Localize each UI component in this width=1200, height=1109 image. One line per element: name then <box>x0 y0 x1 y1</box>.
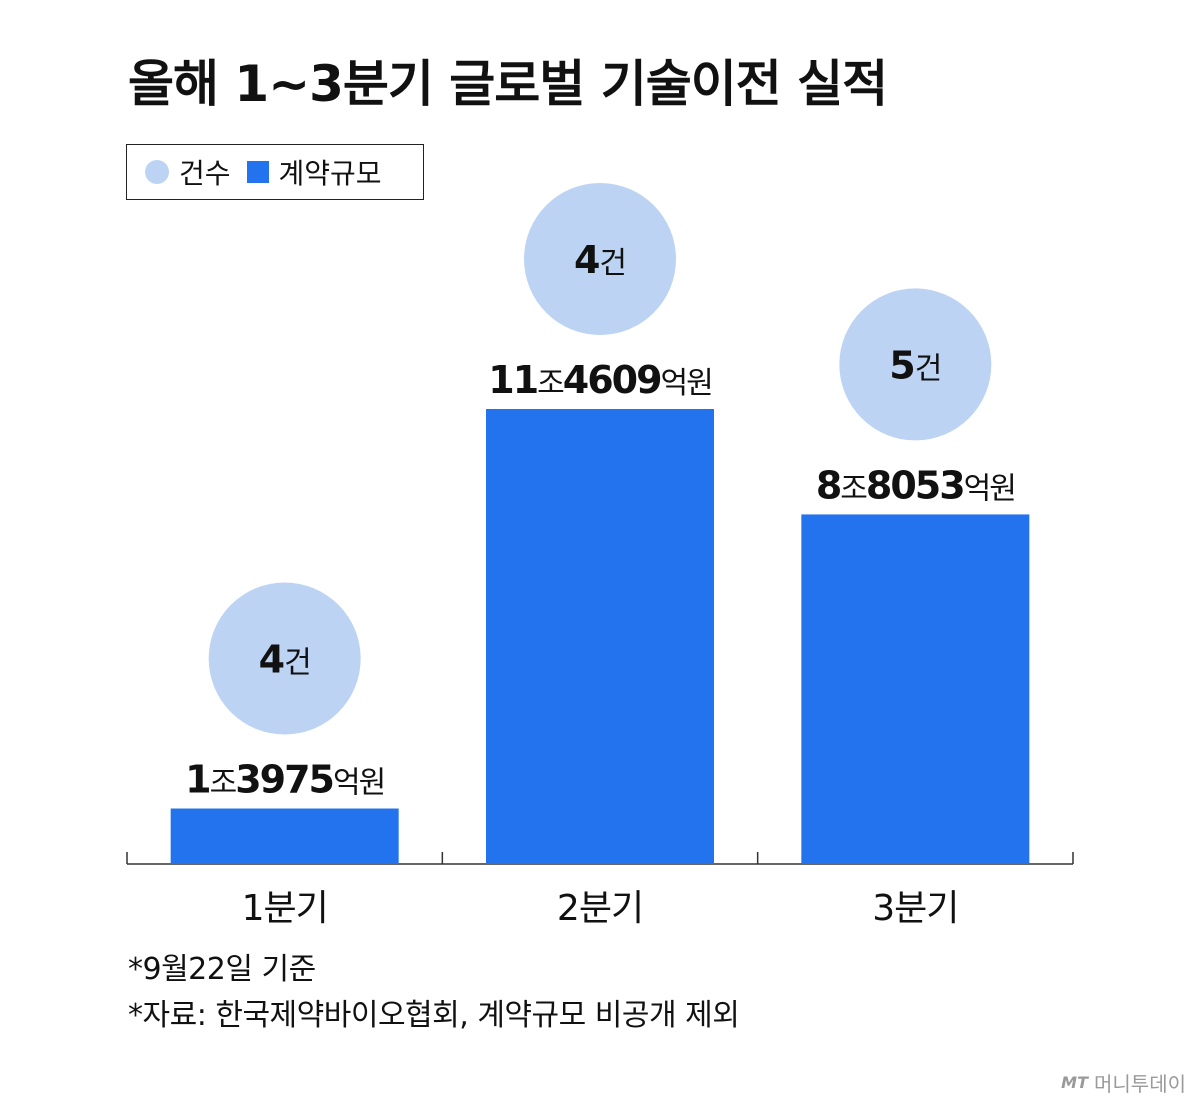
count-label: 5건 <box>889 343 941 387</box>
bar-value-label: 1조3975억원 <box>185 758 384 802</box>
bar-chart: 1조3975억원 4건 1분기 11조4609억원 4건 2분기 8조8053억원 5건 3분기 <box>126 183 1074 929</box>
bar-contract-value <box>801 514 1030 864</box>
count-label: 4건 <box>574 238 626 282</box>
count-bubble <box>208 582 361 735</box>
publisher-credit: MT 머니투데이 <box>1061 1068 1186 1097</box>
footnote-source: *자료: 한국제약바이오협회, 계약규모 비공개 제외 <box>128 998 740 1033</box>
count-bubble <box>839 288 992 441</box>
x-axis-category-label: 2분기 <box>557 888 643 929</box>
legend-circle-icon <box>145 160 169 184</box>
legend-count-label: 건수 <box>179 157 231 190</box>
bar-value-label: 8조8053억원 <box>816 463 1015 507</box>
x-axis-category-label: 3분기 <box>872 888 958 929</box>
publisher-logo: MT <box>1061 1073 1088 1092</box>
x-axis-category-label: 1분기 <box>242 888 328 929</box>
bar-value-label: 11조4609억원 <box>488 358 711 402</box>
count-label: 4건 <box>259 638 311 682</box>
legend-item-count: 건수 <box>145 152 231 192</box>
count-bubble <box>524 183 676 335</box>
bar-contract-value <box>170 808 399 864</box>
bar-contract-value <box>486 409 714 864</box>
chart-title: 올해 1~3분기 글로벌 기술이전 실적 <box>128 55 888 113</box>
legend: 건수 계약규모 <box>126 144 424 200</box>
legend-value-label: 계약규모 <box>278 157 382 190</box>
legend-square-icon <box>246 161 269 183</box>
footnote-date: *9월22일 기준 <box>128 952 316 987</box>
legend-item-value: 계약규모 <box>246 152 382 192</box>
publisher-name: 머니투데이 <box>1094 1072 1186 1096</box>
